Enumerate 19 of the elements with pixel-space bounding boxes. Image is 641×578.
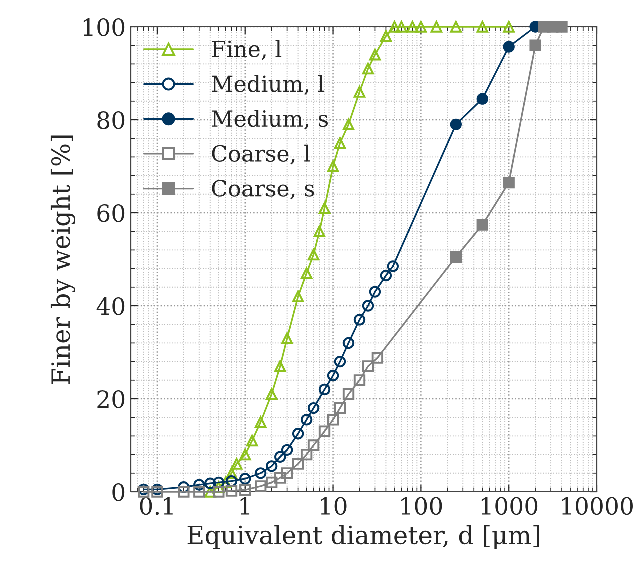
y-tick-label: 80 [98,111,125,130]
legend-label: Fine, l [212,40,282,60]
y-tick-label: 100 [84,18,125,36]
x-axis-title: Equivalent diameter, d [μm] [188,525,540,550]
x-tick-label: 100 [402,497,442,516]
y-axis-title: Finer by weight [%] [50,136,76,384]
legend-label: Coarse, s [212,180,314,200]
legend-label: Medium, l [212,75,324,96]
legend-label: Medium, s [212,110,328,130]
x-tick-label: 0.1 [140,497,173,516]
y-tick-label: 0 [112,483,125,502]
y-tick-label: 40 [96,297,125,316]
y-tick-label: 20 [98,390,125,408]
x-tick-label: 1000 [482,497,538,516]
x-tick-label: 10 [321,497,347,516]
y-tick-label: 60 [98,204,125,222]
x-tick-label: 10000 [562,497,633,516]
legend-label: Coarse, l [212,144,310,165]
x-tick-label: 1 [240,497,250,515]
